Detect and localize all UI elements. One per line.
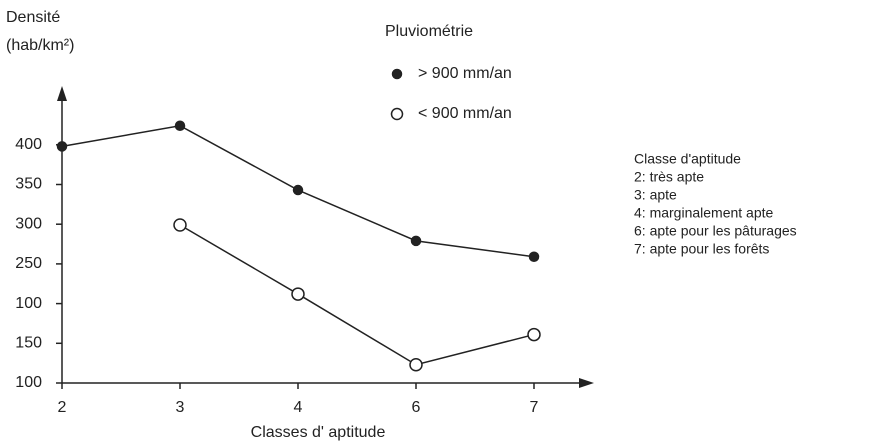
y-tick-label: 100	[15, 295, 42, 312]
annotation-title: Classe d'aptitude	[634, 151, 741, 167]
legend-marker	[390, 107, 404, 121]
legend-label: > 900 mm/an	[418, 65, 512, 82]
y-label: Densité	[6, 9, 60, 26]
y-tick-label: 400	[15, 136, 42, 153]
open-marker	[173, 218, 187, 232]
open-marker	[409, 357, 423, 372]
y-label: (hab/km²)	[6, 37, 74, 54]
x-tick-label: 3	[176, 399, 185, 416]
annotation-line: 3: apte	[634, 187, 677, 203]
filled-marker	[410, 235, 422, 247]
x-tick-label: 7	[530, 399, 539, 416]
filled-marker	[292, 184, 304, 196]
series-line	[179, 224, 535, 366]
y-tick-label: 150	[15, 335, 42, 352]
annotation-line: 4: marginalement apte	[634, 205, 774, 221]
x-tick-label: 6	[412, 399, 421, 416]
y-tick-label: 250	[15, 255, 42, 272]
filled-marker	[56, 141, 68, 152]
filled-marker	[174, 120, 186, 131]
annotation-line: 7: apte pour les forêts	[634, 241, 769, 257]
legend-marker	[391, 68, 403, 80]
x-tick-label: 4	[294, 399, 303, 416]
x-axis-arrow	[579, 378, 594, 388]
y-tick-label: 350	[15, 176, 42, 193]
y-tick-label: 300	[15, 215, 42, 232]
x-tick-label: 2	[58, 399, 67, 416]
open-marker	[527, 327, 541, 342]
y-axis-arrow	[57, 86, 67, 101]
legend-title: Pluviométrie	[385, 23, 473, 40]
annotation-line: 6: apte pour les pâturages	[634, 223, 797, 239]
filled-marker	[528, 251, 540, 263]
open-marker	[291, 287, 305, 301]
y-tick-label: 100	[15, 374, 42, 391]
legend-label: < 900 mm/an	[418, 105, 512, 122]
annotation-line: 2: très apte	[634, 169, 704, 185]
x-label: Classes d' aptitude	[251, 424, 386, 441]
